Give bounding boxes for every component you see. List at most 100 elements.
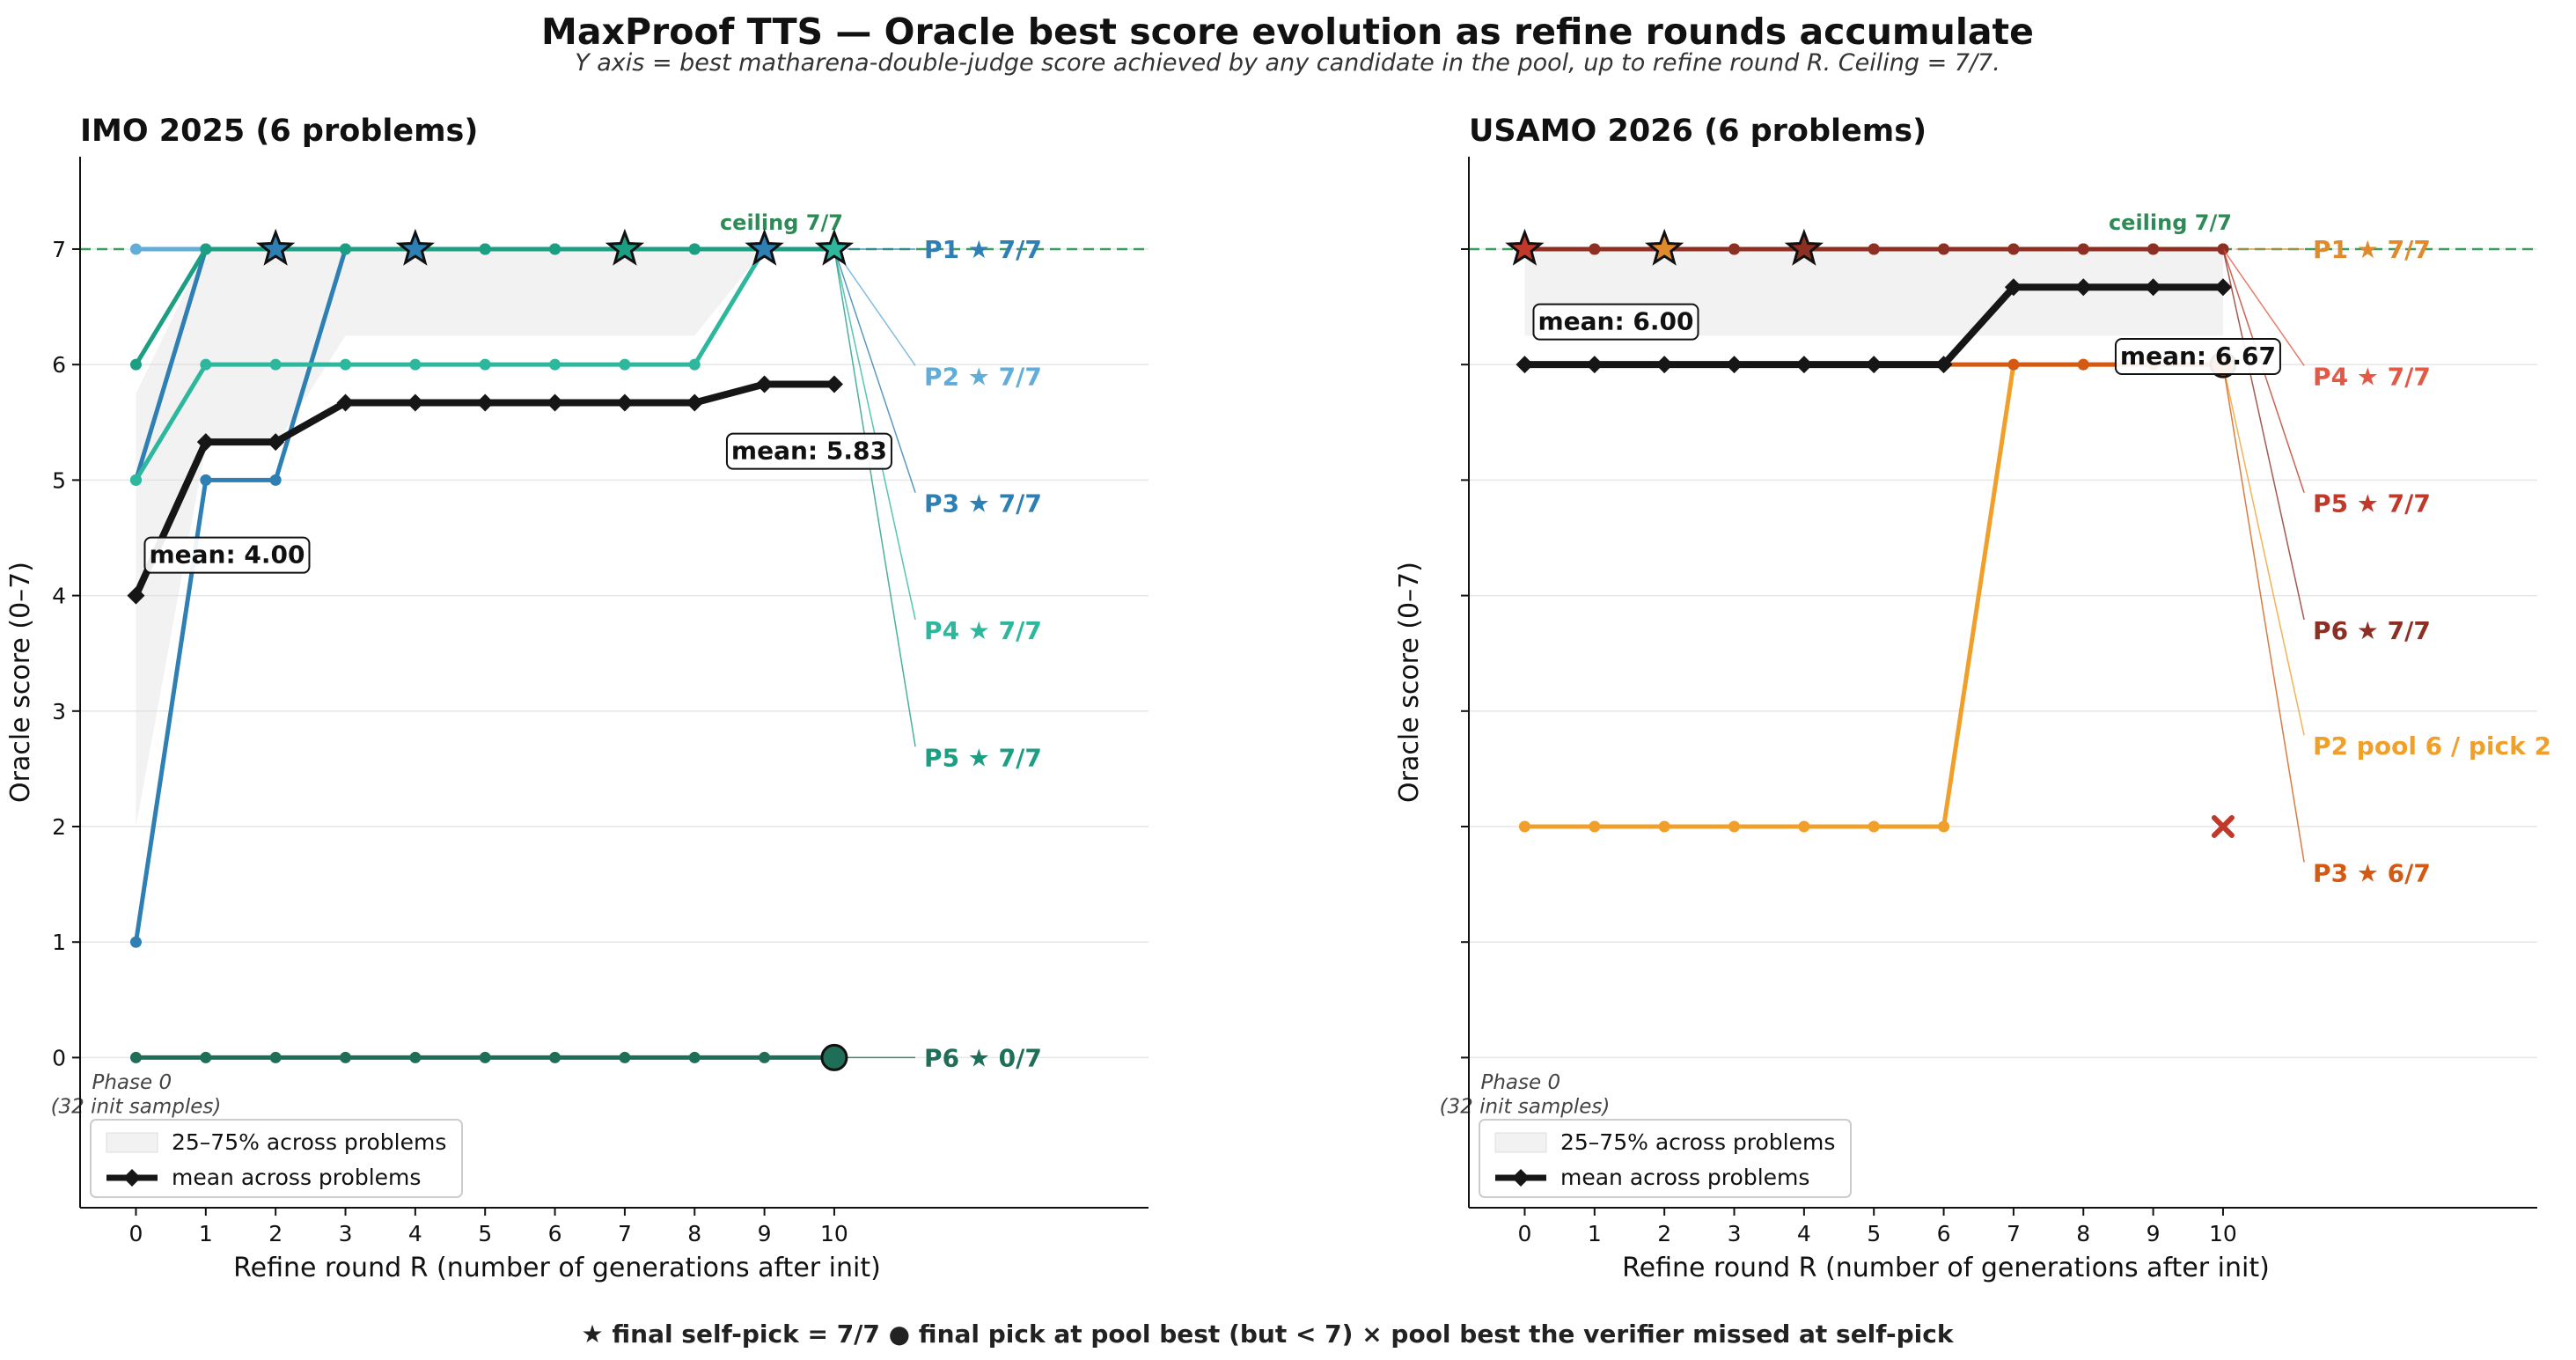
x-tick-label-1: 1 — [1588, 1221, 1602, 1246]
point-p6-r1 — [200, 1051, 212, 1063]
phase0-label: Phase 0 — [1480, 1071, 1560, 1094]
y-tick-label-4: 4 — [52, 584, 66, 609]
ceiling-label: ceiling 7/7 — [720, 210, 843, 235]
point-p5-r5 — [479, 243, 491, 255]
y-axis-label: Oracle score (0–7) — [5, 562, 36, 803]
point-p4-r1 — [200, 358, 212, 371]
leader-line-p4 — [2222, 248, 2305, 366]
mean-point-r4 — [1794, 356, 1813, 374]
series-label-p1: P1 ★ 7/7 — [924, 235, 1042, 264]
x-tick-label-5: 5 — [1867, 1221, 1881, 1246]
point-p6-r3 — [340, 1051, 352, 1063]
x-tick-label-8: 8 — [687, 1221, 701, 1246]
mean-start-label: mean: 6.00 — [1538, 307, 1693, 336]
x-tick-label-0: 0 — [129, 1221, 143, 1246]
y-tick-label-1: 1 — [52, 930, 66, 955]
iqr-band — [1524, 248, 2223, 336]
legend-box — [90, 1119, 463, 1198]
mean-point-r7 — [2004, 278, 2022, 297]
ceiling-label: ceiling 7/7 — [2109, 210, 2232, 235]
series-label-p3: P3 ★ 6/7 — [2313, 858, 2431, 887]
point-p4-r8 — [688, 358, 701, 371]
legend-box — [1479, 1119, 1852, 1198]
figure-subtitle: Y axis = best matharena-double-judge sco… — [575, 49, 2000, 77]
x-tick-label-2: 2 — [1657, 1221, 1671, 1246]
mean-point-r9 — [755, 375, 774, 393]
point-p6-r9 — [2147, 243, 2160, 255]
y-tick-label-5: 5 — [52, 467, 66, 493]
point-p6-r0 — [129, 1051, 142, 1063]
star-marker-p1-r2 — [1645, 228, 1684, 266]
series-label-p5: P5 ★ 7/7 — [2313, 489, 2431, 518]
legend-mean-label: mean across problems — [1560, 1165, 1809, 1190]
x-tick-label-0: 0 — [1518, 1221, 1532, 1246]
legend-band-swatch — [106, 1132, 158, 1153]
point-p6-r7 — [619, 1051, 631, 1063]
series-label-p2: P2 ★ 7/7 — [924, 362, 1042, 391]
mean-point-r0 — [127, 586, 145, 605]
point-p2-r0 — [1518, 820, 1530, 833]
usamo-2026-panel: ceiling 7/7 P1 ★ 7/7 P4 ★ 7/7 P5 ★ 7/7 P6 ★ … — [1394, 114, 2551, 1283]
x-tick-label-6: 6 — [548, 1221, 562, 1246]
mean-point-r3 — [1725, 356, 1743, 374]
iqr-band — [136, 248, 834, 827]
star-marker-p1-r9 — [745, 228, 784, 266]
point-p2-r4 — [1798, 820, 1810, 833]
mean-start-label-box — [1532, 303, 1699, 341]
missed-cross-marker-0 — [2211, 815, 2235, 839]
mean-point-r6 — [1934, 356, 1953, 374]
x-tick-label-9: 9 — [758, 1221, 772, 1246]
figure-title: MaxProof TTS — Oracle best score evoluti… — [541, 11, 2034, 53]
x-tick-label-9: 9 — [2147, 1221, 2161, 1246]
final-pick-dot-p6 — [820, 1043, 848, 1071]
phase0-label: Phase 0 — [92, 1071, 172, 1094]
mean-end-label-box — [2114, 337, 2281, 375]
point-p6-r9 — [759, 1051, 771, 1063]
legend-mean-marker — [123, 1169, 141, 1187]
mean-point-r4 — [406, 393, 424, 412]
point-p5-r6 — [549, 243, 561, 255]
point-p2-r5 — [1868, 820, 1880, 833]
point-p4-r2 — [269, 358, 282, 371]
point-p6-r7 — [2007, 243, 2020, 255]
star-marker-p6-r4 — [1784, 228, 1824, 266]
leader-line-p6 — [2222, 248, 2305, 621]
x-tick-label-10: 10 — [2209, 1221, 2237, 1246]
star-marker-p4-r10 — [814, 228, 855, 266]
mean-point-r0 — [1516, 356, 1534, 374]
y-tick-label-2: 2 — [52, 814, 66, 840]
legend-mean-marker — [1512, 1169, 1530, 1187]
mean-end-label: mean: 6.67 — [2120, 342, 2276, 371]
legend-band-label: 25–75% across problems — [172, 1129, 446, 1155]
mean-point-r10 — [2213, 278, 2232, 297]
mean-point-r5 — [476, 393, 495, 412]
series-label-p6: P6 ★ 7/7 — [2313, 616, 2431, 645]
x-tick-label-1: 1 — [199, 1221, 213, 1246]
x-tick-label-5: 5 — [478, 1221, 492, 1246]
x-tick-label-10: 10 — [820, 1221, 848, 1246]
imo-2025-panel: ceiling 7/7 P1 ★ 7/7 P2 ★ 7/7 P3 ★ 7/7 P4 ★ … — [5, 114, 1149, 1283]
series-label-p5: P5 ★ 7/7 — [924, 743, 1042, 772]
mean-point-r2 — [267, 433, 285, 452]
x-tick-label-4: 4 — [408, 1221, 422, 1246]
point-p2-r3 — [1728, 820, 1741, 833]
x-tick-label-6: 6 — [1937, 1221, 1951, 1246]
point-p5-r1 — [200, 243, 212, 255]
point-p6-r8 — [688, 1051, 701, 1063]
mean-point-r8 — [2074, 278, 2093, 297]
point-p4-r3 — [340, 358, 352, 371]
star-marker-p1-r2 — [256, 228, 296, 266]
point-p6-r6 — [549, 1051, 561, 1063]
point-p6-r1 — [1589, 243, 1601, 255]
star-marker-p5-r0 — [1505, 228, 1545, 266]
leader-line-p2 — [833, 248, 916, 366]
point-p2-r6 — [1938, 820, 1950, 833]
leader-line-p3 — [2222, 364, 2305, 863]
point-p3-r7 — [2007, 358, 2020, 371]
series-label-p6: P6 ★ 0/7 — [924, 1043, 1042, 1072]
point-p3-r1 — [200, 474, 212, 486]
mean-end-label: mean: 5.83 — [731, 437, 887, 466]
mean-point-r7 — [615, 393, 634, 412]
legend-band-label: 25–75% across problems — [1560, 1129, 1835, 1155]
